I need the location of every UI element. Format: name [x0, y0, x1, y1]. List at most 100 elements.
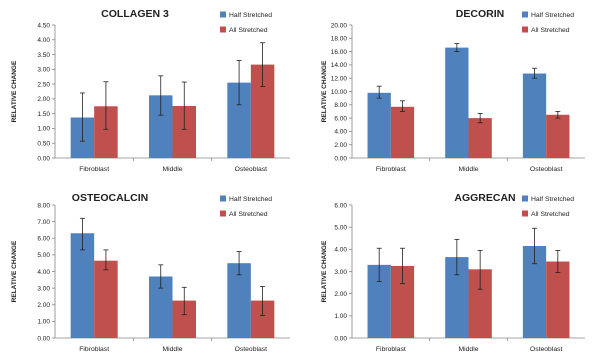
- x-tick-label: Osteoblast: [235, 346, 268, 353]
- bar-all-stretched: [250, 64, 275, 158]
- bar-all-stretched: [94, 106, 118, 158]
- y-tick-label: 1.00: [37, 319, 50, 326]
- legend-label: All Stretched: [531, 27, 570, 34]
- y-tick-label: 0.50: [37, 141, 50, 148]
- bar-half-stretched: [367, 264, 391, 338]
- legend-swatch: [522, 195, 528, 202]
- legend-swatch: [220, 195, 226, 202]
- bar-all-stretched: [546, 261, 570, 338]
- bar-all-stretched: [468, 118, 492, 158]
- y-tick-label: 3.00: [37, 285, 50, 292]
- y-tick-label: 2.00: [37, 96, 50, 103]
- bar-all-stretched: [172, 105, 196, 158]
- chart-title: COLLAGEN 3: [101, 8, 169, 20]
- bar-half-stretched: [149, 95, 173, 158]
- x-tick-label: Middle: [162, 166, 182, 173]
- bar-all-stretched: [468, 269, 492, 338]
- y-tick-label: 1.00: [334, 313, 347, 320]
- chart-title: DECORIN: [456, 8, 504, 20]
- y-axis-label: RELATIVE CHANGE: [321, 60, 328, 122]
- bar-half-stretched: [149, 276, 173, 338]
- chart-decorin: DECORIN RELATIVE CHANGE 0.00 2.00 4.00 6.00 8.…: [321, 8, 585, 173]
- bar-all-stretched: [390, 265, 415, 338]
- y-tick-label: 2.00: [37, 302, 50, 309]
- x-tick-label: Middle: [162, 346, 182, 353]
- bar-half-stretched: [227, 263, 251, 338]
- bar-half-stretched: [522, 246, 547, 338]
- y-tick-label: 2.50: [37, 81, 50, 88]
- legend-label: All Stretched: [229, 211, 268, 218]
- y-tick-label: 6.00: [334, 115, 347, 122]
- y-tick-label: 18.00: [331, 36, 348, 43]
- x-tick-label: Fibroblast: [376, 346, 406, 353]
- chart-aggrecan: AGGRECAN RELATIVE CHANGE 0.00 1.00 2.00 3.00 4…: [321, 192, 585, 353]
- y-tick-label: 8.00: [37, 202, 50, 209]
- legend-swatch: [522, 11, 528, 18]
- y-axis-label: RELATIVE CHANGE: [321, 240, 328, 302]
- y-tick-label: 7.00: [37, 219, 50, 226]
- y-tick-label: 4.00: [37, 37, 50, 44]
- y-tick-label: 12.00: [331, 76, 348, 83]
- legend-swatch: [522, 26, 528, 33]
- legend-swatch: [220, 210, 226, 217]
- bar-half-stretched: [445, 257, 469, 338]
- chart-title: OSTEOCALCIN: [72, 192, 148, 204]
- legend-label: All Stretched: [229, 27, 268, 34]
- bar-half-stretched: [367, 92, 391, 158]
- y-tick-label: 6.00: [334, 202, 347, 209]
- bar-all-stretched: [250, 300, 275, 338]
- legend-label: Half Stretched: [531, 12, 574, 19]
- bar-all-stretched: [390, 106, 415, 158]
- y-tick-label: 20.00: [331, 22, 348, 29]
- chart-collagen-3: COLLAGEN 3 RELATIVE CHANGE 0.00 0.50 1.00 1.5…: [11, 8, 290, 173]
- y-tick-label: 4.00: [334, 247, 347, 254]
- y-tick-label: 0.00: [37, 155, 50, 162]
- y-tick-label: 1.50: [37, 111, 50, 118]
- legend-swatch: [220, 26, 226, 33]
- y-tick-label: 1.00: [37, 126, 50, 133]
- x-tick-label: Middle: [458, 166, 478, 173]
- y-tick-label: 2.00: [334, 291, 347, 298]
- bar-all-stretched: [172, 300, 196, 338]
- y-tick-label: 0.00: [37, 335, 50, 342]
- bar-half-stretched: [227, 82, 251, 158]
- y-tick-label: 0.00: [334, 155, 347, 162]
- y-tick-label: 3.00: [334, 269, 347, 276]
- y-tick-label: 14.00: [331, 62, 348, 69]
- legend-label: Half Stretched: [229, 196, 272, 203]
- y-tick-label: 0.00: [334, 335, 347, 342]
- chart-osteocalcin: OSTEOCALCIN RELATIVE CHANGE 0.00 1.00 2.00 3.…: [11, 192, 290, 353]
- y-tick-label: 10.00: [331, 89, 348, 96]
- x-tick-label: Osteoblast: [235, 166, 268, 173]
- y-tick-label: 16.00: [331, 49, 348, 56]
- legend-label: Half Stretched: [229, 12, 272, 19]
- y-tick-label: 8.00: [334, 102, 347, 109]
- y-tick-label: 4.00: [37, 269, 50, 276]
- bar-half-stretched: [522, 73, 547, 158]
- chart-title: AGGRECAN: [454, 192, 515, 204]
- legend-swatch: [220, 11, 226, 18]
- y-axis-label: RELATIVE CHANGE: [11, 60, 18, 122]
- x-tick-label: Fibroblast: [79, 346, 109, 353]
- y-tick-label: 2.00: [334, 142, 347, 149]
- legend-label: All Stretched: [531, 211, 570, 218]
- y-tick-label: 3.50: [37, 52, 50, 59]
- x-tick-label: Fibroblast: [79, 166, 109, 173]
- y-tick-label: 5.00: [37, 252, 50, 259]
- bar-half-stretched: [70, 233, 95, 338]
- y-tick-label: 3.00: [37, 67, 50, 74]
- legend-swatch: [522, 210, 528, 217]
- x-tick-label: Osteoblast: [530, 346, 563, 353]
- bar-half-stretched: [445, 47, 469, 158]
- y-tick-label: 4.00: [334, 129, 347, 136]
- bar-all-stretched: [546, 114, 570, 158]
- x-tick-label: Fibroblast: [376, 166, 406, 173]
- y-tick-label: 5.00: [334, 224, 347, 231]
- x-tick-label: Osteoblast: [530, 166, 563, 173]
- y-tick-label: 6.00: [37, 236, 50, 243]
- y-tick-label: 4.50: [37, 22, 50, 29]
- x-tick-label: Middle: [458, 346, 478, 353]
- legend-label: Half Stretched: [531, 196, 574, 203]
- y-axis-label: RELATIVE CHANGE: [11, 240, 18, 302]
